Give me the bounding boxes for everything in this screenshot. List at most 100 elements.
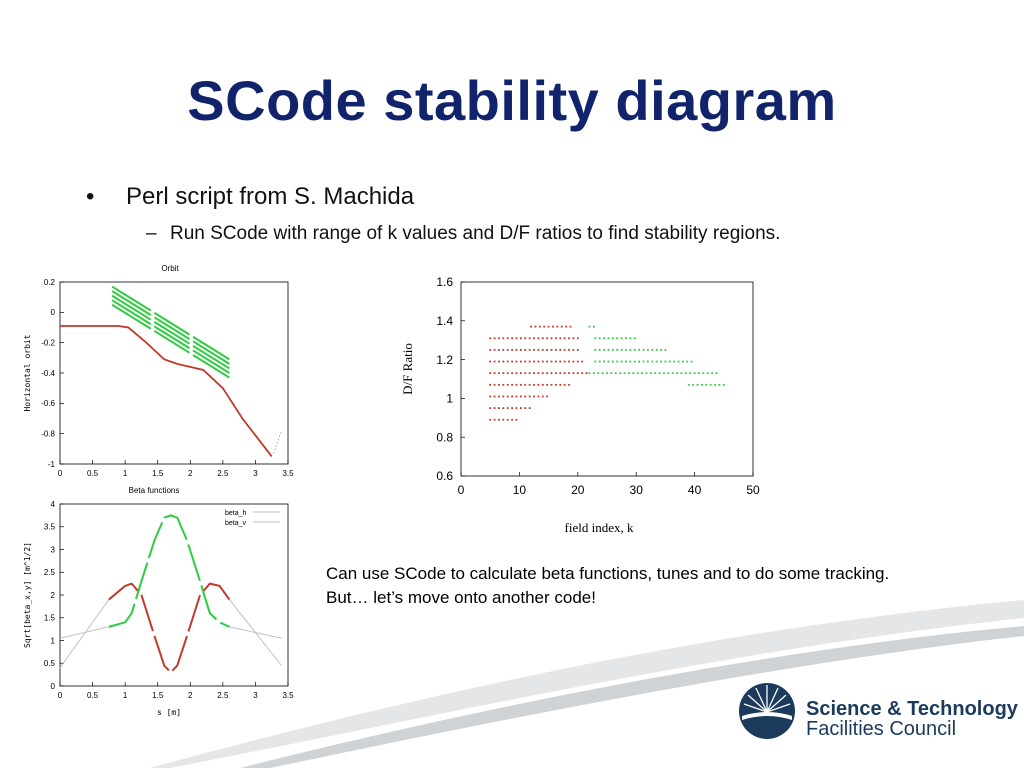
unstable-point	[533, 395, 535, 398]
y-tick-label: -0.6	[41, 399, 55, 408]
unstable-point	[511, 337, 513, 340]
unstable-point	[511, 395, 513, 398]
unstable-point	[506, 349, 509, 351]
unstable-point	[498, 337, 500, 340]
stable-point	[668, 360, 671, 363]
stable-point	[646, 349, 649, 351]
unstable-point	[502, 349, 505, 351]
stable-point	[677, 360, 680, 363]
unstable-point	[563, 337, 566, 340]
unstable-point	[528, 349, 531, 351]
stable-point	[603, 360, 605, 363]
stable-point	[619, 372, 622, 375]
y-tick-label: 0	[51, 682, 56, 691]
unstable-point	[560, 325, 563, 328]
stable-point	[628, 372, 630, 375]
outer-beta-line	[59, 599, 110, 669]
stable-point	[616, 349, 619, 351]
unstable-point	[537, 372, 540, 375]
unstable-point	[541, 360, 544, 363]
stable-point	[684, 372, 687, 375]
beta-functions-chart: 0 0.5 1 1.5 2 2.5 3 3.5 4 3.5 3 2.5 2 1.5 1 0.5 0 s [m] Sq…	[23, 500, 294, 717]
stable-point	[651, 349, 654, 351]
unstable-point	[585, 372, 588, 375]
unstable-point	[515, 383, 518, 386]
unstable-point	[555, 360, 557, 363]
unstable-point	[537, 349, 540, 351]
x-tick-label: 3	[253, 691, 258, 700]
outer-beta-line	[229, 626, 282, 639]
unstable-point	[550, 337, 553, 340]
unstable-point	[568, 349, 570, 351]
unstable-point	[559, 349, 562, 351]
unstable-point	[569, 325, 572, 328]
stable-point	[654, 372, 657, 375]
unstable-point	[502, 372, 505, 375]
unstable-point	[489, 407, 492, 409]
note-text: Can use SCode to calculate beta function…	[326, 564, 890, 607]
plot-frame	[59, 281, 289, 465]
stable-point	[620, 360, 623, 363]
unstable-point	[534, 325, 537, 328]
magnet-line	[192, 340, 230, 365]
unstable-point	[502, 360, 505, 363]
unstable-point	[524, 407, 527, 409]
stable-point	[722, 383, 725, 386]
stable-point	[641, 372, 643, 375]
unstable-point	[489, 349, 492, 351]
unstable-point	[493, 407, 496, 409]
y-tick-label: 4	[51, 500, 56, 509]
unstable-point	[502, 418, 505, 421]
unstable-point	[533, 383, 535, 386]
stable-point	[633, 349, 636, 351]
x-tick-label: 1	[123, 469, 128, 478]
unstable-point	[581, 372, 584, 375]
unstable-point	[519, 372, 522, 375]
y-tick-label: 0	[51, 308, 56, 317]
unstable-point	[576, 337, 579, 340]
orbit-line	[60, 325, 273, 457]
unstable-point	[502, 395, 505, 398]
unstable-point	[538, 325, 541, 328]
stable-point	[706, 372, 709, 375]
unstable-point	[502, 383, 505, 386]
unstable-point	[563, 349, 566, 351]
x-tick-label: 2	[188, 691, 193, 700]
stable-point	[607, 360, 610, 363]
stable-point	[655, 349, 658, 351]
unstable-point	[543, 325, 546, 328]
stable-point	[709, 383, 712, 386]
y-tick-label: 1.2	[436, 353, 453, 367]
stable-point	[673, 360, 676, 363]
unstable-point	[546, 395, 549, 398]
unstable-point	[519, 383, 522, 386]
stable-point	[620, 337, 623, 340]
stable-point	[607, 349, 610, 351]
x-axis-label: Beta functions	[129, 486, 180, 495]
unstable-point	[541, 349, 544, 351]
x-tick-label: 10	[513, 483, 527, 497]
stable-point	[603, 349, 605, 351]
unstable-point	[528, 360, 531, 363]
y-axis-label: Horizontal orbit	[23, 334, 32, 411]
stable-point	[607, 337, 610, 340]
stable-point	[698, 372, 700, 375]
unstable-point	[537, 383, 540, 386]
stable-point	[702, 372, 705, 375]
stable-point	[633, 360, 636, 363]
magnet-line	[111, 299, 152, 326]
stable-point	[588, 325, 591, 328]
unstable-point	[489, 383, 492, 386]
unstable-point	[511, 360, 513, 363]
y-tick-label: 3.5	[44, 523, 56, 532]
x-tick-label: 0	[58, 469, 63, 478]
unstable-point	[533, 349, 535, 351]
y-tick-label: 1.5	[44, 614, 56, 623]
unstable-point	[555, 383, 557, 386]
unstable-point	[550, 360, 553, 363]
unstable-point	[524, 383, 527, 386]
unstable-point	[559, 383, 562, 386]
unstable-point	[498, 395, 500, 398]
unstable-point	[559, 337, 562, 340]
unstable-point	[541, 337, 544, 340]
